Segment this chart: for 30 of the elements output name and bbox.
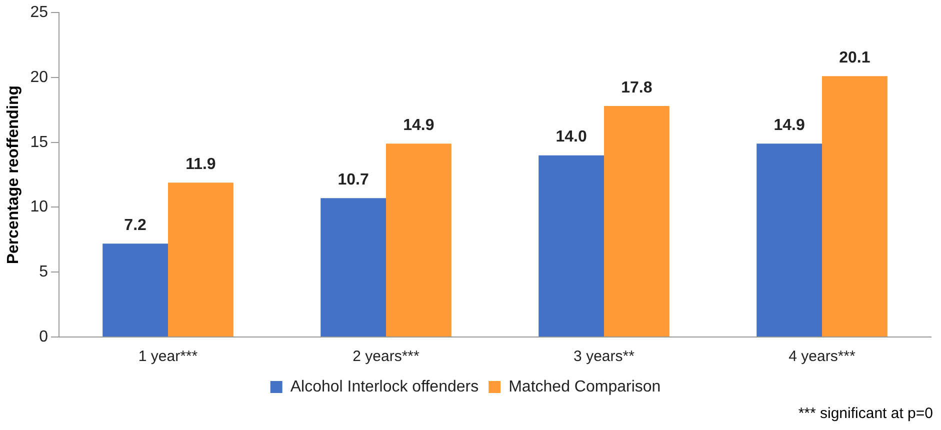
bar [538,155,604,336]
bar [822,76,888,336]
x-tick-label: 3 years** [574,348,635,366]
bar [168,182,234,336]
legend-label: Matched Comparison [508,378,661,396]
y-tick-label: 25 [30,4,48,22]
text: *** significant at p=0 [798,405,933,422]
bar [604,106,670,336]
text: 10.7 [338,172,369,189]
y-tick-label: 15 [30,134,48,151]
text: 11.9 [186,156,216,173]
x-tick-label: 2 years*** [352,348,420,366]
text: 14.9 [774,117,805,134]
x-tick-label: 4 years*** [788,348,856,366]
y-tick-label: 10 [30,198,48,216]
y-tick-label: 0 [39,328,48,346]
y-axis-title: Percentage reoffending [5,85,22,264]
text: 7.2 [124,216,146,234]
legend-label: Alcohol Interlock offenders [290,378,479,396]
y-tick-label: 20 [30,68,48,86]
bar [756,144,822,336]
bar [102,244,168,336]
bar [320,198,386,336]
bar [386,144,452,336]
x-tick-label: 1 year*** [138,348,198,366]
text: 14.9 [403,117,434,134]
y-tick-label: 5 [39,264,48,281]
text: 17.8 [621,79,652,96]
text: 20.1 [839,50,870,67]
text: 14.0 [556,128,587,146]
